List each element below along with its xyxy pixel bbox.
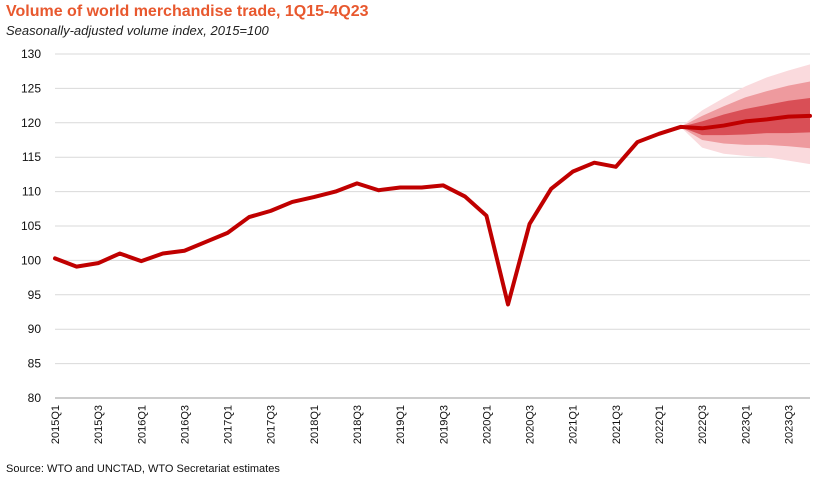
data-point: [226, 232, 229, 234]
data-point: [75, 265, 78, 268]
y-tick-label: 130: [21, 47, 41, 61]
series-line-0: [53, 113, 812, 307]
data-point: [420, 186, 423, 189]
y-tick-label: 100: [21, 253, 41, 267]
data-point: [744, 120, 747, 123]
x-tick-label: 2017Q1: [223, 405, 235, 444]
data-point: [248, 216, 250, 218]
x-tick-label: 2019Q3: [438, 405, 450, 444]
data-point: [118, 252, 121, 255]
data-point: [442, 184, 445, 187]
y-tick-label: 90: [28, 322, 42, 336]
x-tick-label: 2022Q3: [697, 405, 709, 444]
data-point: [787, 115, 790, 118]
x-tick-label: 2020Q3: [525, 405, 537, 444]
series-lines: [53, 113, 812, 307]
data-point: [54, 257, 56, 260]
data-point: [722, 124, 725, 127]
x-tick-label: 2023Q3: [783, 405, 795, 444]
x-tick-label: 2015Q3: [93, 405, 105, 444]
x-tick-label: 2016Q3: [179, 405, 191, 444]
x-tick-label: 2015Q1: [50, 405, 62, 444]
x-tick-label: 2023Q1: [740, 405, 752, 444]
gridlines: [55, 53, 810, 399]
x-tick-label: 2017Q3: [266, 405, 278, 444]
chart-title: Volume of world merchandise trade, 1Q15-…: [6, 3, 369, 20]
y-axis-ticks: 80 85 90 95 100 105 110 115 120 125 130: [21, 47, 41, 405]
y-tick-label: 110: [22, 185, 41, 199]
x-tick-label: 2018Q3: [352, 405, 364, 444]
data-point: [377, 189, 380, 192]
data-point: [485, 214, 488, 217]
data-point: [571, 170, 574, 173]
data-point: [701, 127, 703, 130]
data-point: [658, 133, 660, 135]
x-tick-label: 2022Q1: [654, 405, 666, 444]
data-point: [464, 195, 466, 198]
y-tick-label: 105: [21, 219, 41, 233]
x-tick-label: 2021Q1: [568, 405, 580, 444]
y-tick-label: 120: [21, 116, 41, 130]
data-point: [809, 115, 811, 117]
data-point: [766, 118, 768, 121]
x-tick-label: 2018Q1: [309, 405, 321, 444]
x-tick-label: 2016Q1: [136, 405, 148, 444]
data-point: [528, 223, 531, 225]
data-point: [97, 262, 99, 264]
y-tick-label: 125: [21, 81, 41, 95]
x-tick-label: 2020Q1: [481, 405, 493, 444]
x-axis-ticks: 2015Q1 2015Q3 2016Q1 2016Q3 2017Q1 2017Q3 2018…: [50, 405, 795, 444]
data-point: [636, 141, 639, 143]
data-point: [313, 196, 315, 198]
data-point: [550, 188, 552, 190]
data-point: [615, 166, 617, 168]
y-tick-label: 115: [22, 150, 41, 164]
chart-subtitle: Seasonally-adjusted volume index, 2015=1…: [6, 23, 269, 38]
data-point: [291, 201, 294, 203]
forecast-fan: [680, 64, 810, 165]
data-point: [334, 190, 337, 193]
data-point: [507, 303, 509, 306]
data-point: [356, 182, 358, 185]
x-tick-label: 2019Q1: [395, 405, 407, 444]
data-point: [679, 126, 682, 128]
x-tick-label: 2021Q3: [611, 405, 623, 444]
y-tick-label: 95: [28, 288, 42, 302]
data-point: [205, 241, 207, 243]
data-point: [269, 210, 272, 212]
data-point: [399, 186, 401, 189]
y-tick-label: 80: [28, 391, 42, 405]
data-point: [593, 161, 596, 164]
data-point: [162, 252, 164, 255]
data-point: [183, 249, 186, 252]
source-note: Source: WTO and UNCTAD, WTO Secretariat …: [6, 463, 280, 475]
data-point: [140, 260, 143, 262]
y-tick-label: 85: [28, 357, 42, 371]
